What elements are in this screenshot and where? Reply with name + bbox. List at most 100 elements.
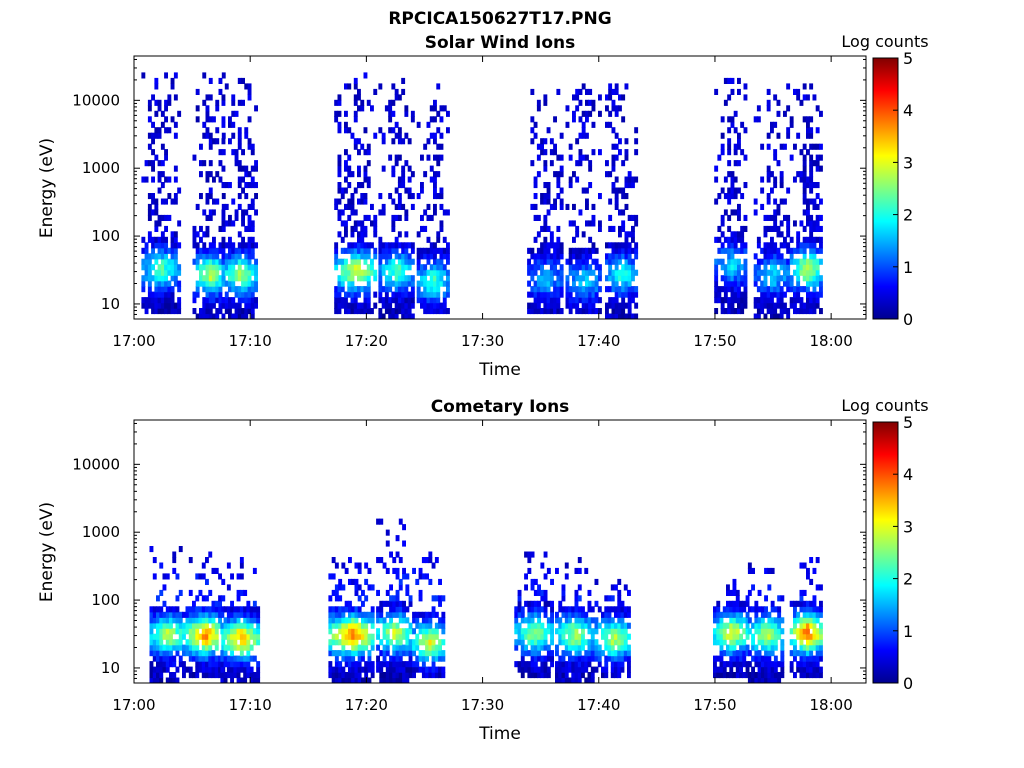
spectrogram-cell <box>154 99 159 106</box>
spectrogram-cell <box>568 258 573 265</box>
spectrogram-cell <box>604 661 609 668</box>
spectrogram-cell <box>397 154 402 161</box>
spectrogram-cell <box>164 127 168 134</box>
spectrogram-cell <box>347 275 352 282</box>
spectrogram-cell <box>378 258 383 265</box>
spectrogram-cell <box>412 639 416 646</box>
spectrogram-cell <box>812 182 817 189</box>
spectrogram-cell <box>751 666 755 673</box>
spectrogram-cell <box>806 209 810 216</box>
spectrogram-cell <box>236 617 241 624</box>
spectrogram-cell <box>802 160 807 167</box>
spectrogram-cell <box>170 291 175 298</box>
spectrogram-cell <box>764 672 768 679</box>
spectrogram-cell <box>334 617 339 624</box>
spectrogram-cell <box>559 203 564 210</box>
spectrogram-cell <box>215 99 220 106</box>
spectrogram-cell <box>218 595 222 602</box>
spectrogram-cell <box>244 280 249 287</box>
spectrogram-cell <box>581 611 585 618</box>
spectrogram-cell <box>608 94 613 101</box>
spectrogram-cell <box>777 611 782 618</box>
spectrogram-cell <box>574 567 579 574</box>
spectrogram-cell <box>344 661 349 668</box>
spectrogram-cell <box>212 236 216 243</box>
spectrogram-cell <box>815 154 820 161</box>
spectrogram-cell <box>561 628 566 635</box>
spectrogram-cell <box>218 672 222 679</box>
spectrogram-cell <box>760 611 765 618</box>
spectrogram-cell <box>713 672 717 679</box>
spectrogram-cell <box>385 639 390 646</box>
spectrogram-cell <box>165 677 170 683</box>
spectrogram-cell <box>250 291 255 298</box>
spectrogram-cell <box>353 83 358 90</box>
spectrogram-cell <box>819 291 823 298</box>
spectrogram-cell <box>391 214 396 221</box>
spectrogram-cell <box>517 589 522 596</box>
spectrogram-cell <box>360 236 365 243</box>
spectrogram-cell <box>802 661 807 668</box>
spectrogram-cell <box>540 143 544 150</box>
spectrogram-cell <box>773 633 778 640</box>
spectrogram-cell <box>354 650 359 657</box>
spectrogram-cell <box>730 182 735 189</box>
spectrogram-cell <box>357 584 362 591</box>
spectrogram-cell <box>214 600 219 607</box>
spectrogram-cell <box>244 269 249 276</box>
spectrogram-cell <box>742 672 747 679</box>
spectrogram-cell <box>199 193 203 200</box>
spectrogram-cell <box>231 94 236 101</box>
spectrogram-cell <box>254 264 258 271</box>
spectrogram-cell <box>723 236 728 243</box>
spectrogram-cell <box>202 264 207 271</box>
spectrogram-cell <box>799 242 804 249</box>
x-axis-label: Time <box>478 360 521 380</box>
spectrogram-cell <box>357 286 361 293</box>
spectrogram-cell <box>766 242 771 249</box>
spectrogram-cell <box>564 672 569 679</box>
spectrogram-cell <box>167 280 172 287</box>
spectrogram-cell <box>147 291 152 298</box>
spectrogram-cell <box>434 595 439 602</box>
spectrogram-cell <box>420 182 424 189</box>
spectrogram-cell <box>819 308 823 315</box>
spectrogram-cell <box>224 258 229 265</box>
spectrogram-cell <box>621 247 626 254</box>
spectrogram-cell <box>172 606 177 613</box>
spectrogram-cell <box>338 677 343 683</box>
spectrogram-cell <box>214 628 219 635</box>
spectrogram-cell <box>543 160 548 167</box>
spectrogram-cell <box>720 275 725 282</box>
spectrogram-cell <box>195 116 200 123</box>
spectrogram-cell <box>378 247 383 254</box>
spectrogram-cell <box>540 264 544 271</box>
spectrogram-cell <box>743 286 748 293</box>
spectrogram-cell <box>208 672 213 679</box>
spectrogram-cell <box>815 264 820 271</box>
spectrogram-cell <box>405 584 410 591</box>
spectrogram-cell <box>420 214 424 221</box>
spectrogram-cell <box>353 269 358 276</box>
spectrogram-cell <box>205 198 210 205</box>
spectrogram-cell <box>157 176 162 183</box>
spectrogram-cell <box>144 258 149 265</box>
spectrogram-cell <box>344 160 348 167</box>
spectrogram-cell <box>737 77 741 84</box>
spectrogram-cell <box>354 628 359 635</box>
spectrogram-cell <box>812 225 817 232</box>
spectrogram-cell <box>149 650 154 657</box>
spectrogram-cell <box>164 242 168 249</box>
spectrogram-cell <box>404 242 409 249</box>
spectrogram-cell <box>543 99 548 106</box>
spectrogram-cell <box>536 253 541 260</box>
spectrogram-cell <box>558 606 563 613</box>
spectrogram-cell <box>773 666 778 673</box>
spectrogram-cell <box>536 258 541 265</box>
spectrogram-cell <box>764 677 768 683</box>
spectrogram-cell <box>796 666 801 673</box>
spectrogram-cell <box>530 611 535 618</box>
spectrogram-cell <box>590 628 595 635</box>
spectrogram-cell <box>402 644 406 651</box>
spectrogram-cell <box>735 611 740 618</box>
